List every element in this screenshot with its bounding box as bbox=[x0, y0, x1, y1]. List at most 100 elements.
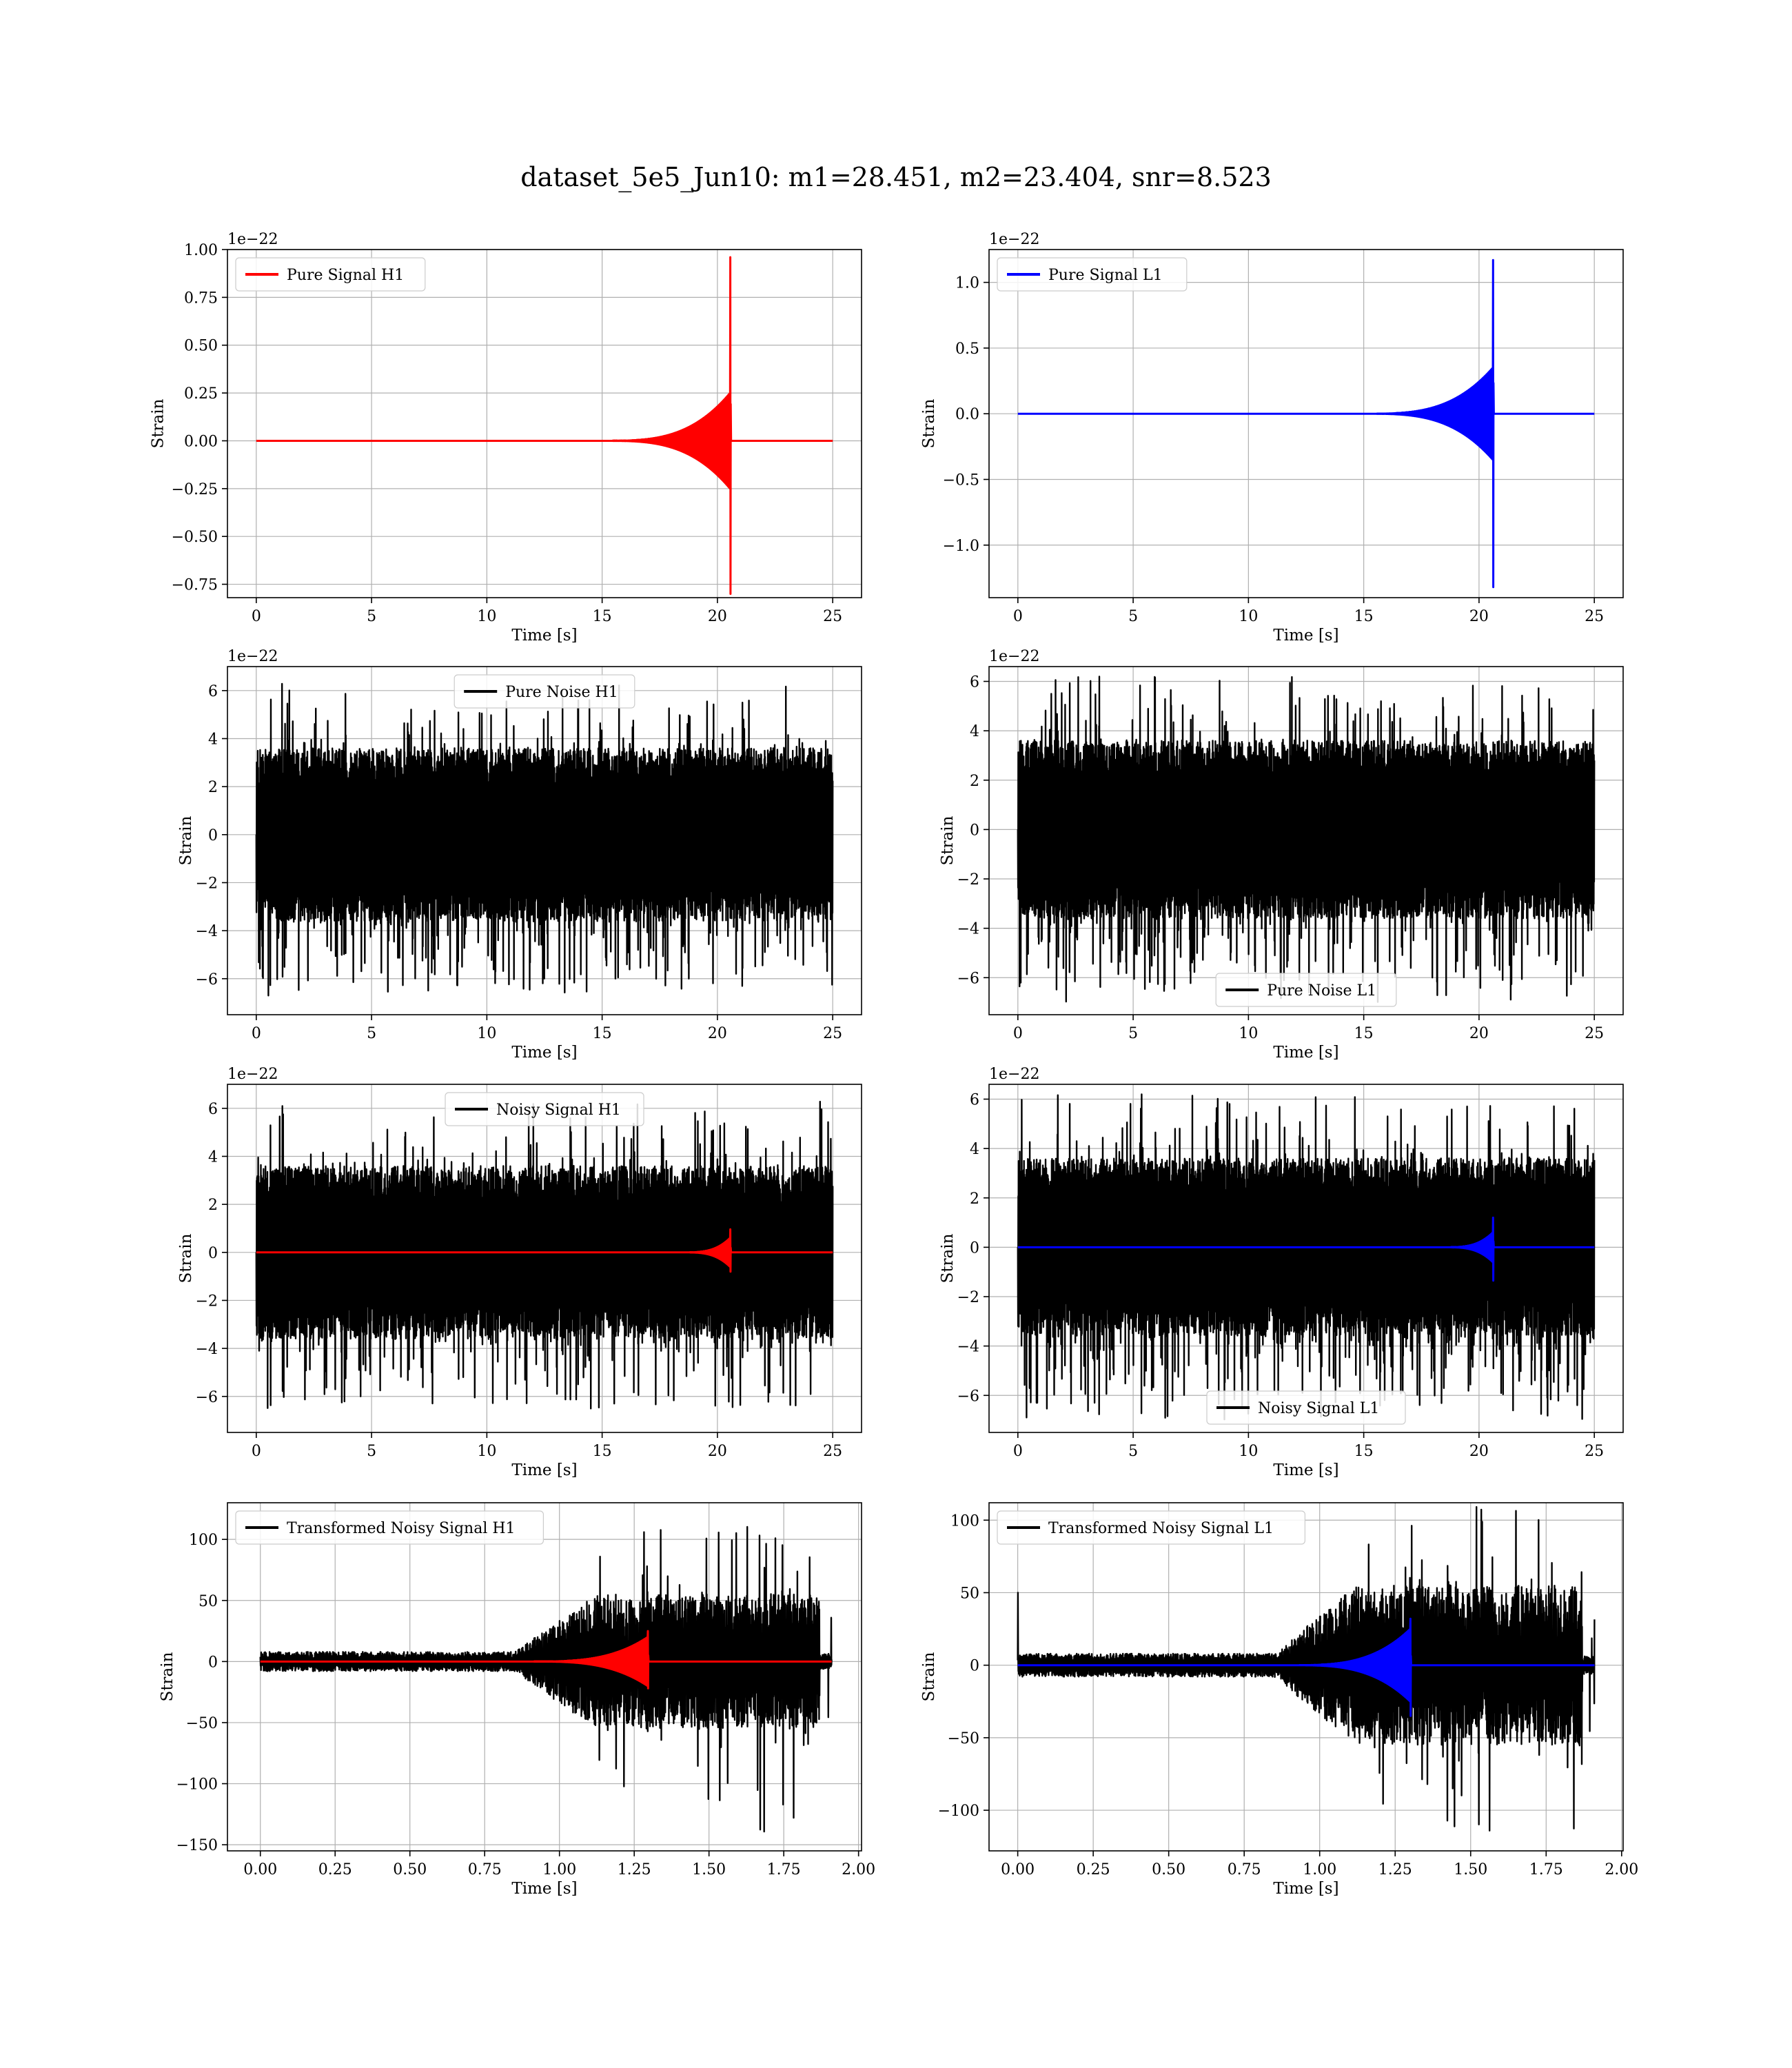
y-tick-label: 2 bbox=[208, 779, 218, 796]
y-tick-label: −100 bbox=[938, 1803, 979, 1820]
subplot-noisy-signal-l1: 0 5 10 15 20 25 −6 −4 −2 0 2 4 6 1e−22 Time [s] Strain N… bbox=[939, 1066, 1624, 1479]
y-tick-label: 6 bbox=[208, 683, 218, 700]
series-group bbox=[1017, 1093, 1596, 1421]
y-tick-label: −0.75 bbox=[172, 577, 218, 594]
legend-label: Transformed Noisy Signal H1 bbox=[287, 1520, 516, 1537]
legend-label: Pure Noise L1 bbox=[1267, 982, 1376, 1000]
y-tick-label: 2 bbox=[208, 1197, 218, 1214]
x-tick-label: 10 bbox=[1239, 1443, 1258, 1460]
offset-label: 1e−22 bbox=[227, 648, 278, 665]
series-line-chirp-overlay bbox=[260, 1630, 832, 1690]
offset-label: 1e−22 bbox=[989, 648, 1039, 665]
x-tick-label: 1.00 bbox=[542, 1861, 576, 1878]
axes-frame bbox=[988, 666, 1624, 1015]
y-tick-label: −4 bbox=[957, 1339, 979, 1356]
legend-label: Pure Noise H1 bbox=[505, 684, 618, 701]
subplot-transformed-noisy-signal-h1: 0.00 0.25 0.50 0.75 1.00 1.25 1.50 1.75 2.00 −150… bbox=[159, 1502, 875, 1898]
x-tick-label: 15 bbox=[593, 1025, 612, 1042]
x-tick-label: 20 bbox=[708, 1443, 727, 1460]
series-group bbox=[256, 256, 833, 595]
x-axis-label: Time [s] bbox=[511, 1044, 577, 1062]
x-tick-label: 5 bbox=[1128, 608, 1138, 625]
y-tick-label: −0.25 bbox=[172, 481, 218, 498]
y-tick-label: 0.00 bbox=[184, 433, 218, 450]
x-tick-label: 0 bbox=[1013, 1443, 1023, 1460]
x-tick-label: 0 bbox=[252, 608, 261, 625]
y-axis-label: Strain bbox=[939, 815, 957, 865]
y-axis-label: Strain bbox=[939, 1233, 957, 1283]
y-tick-label: 100 bbox=[189, 1532, 218, 1549]
x-tick-label: 20 bbox=[1469, 1025, 1489, 1042]
x-axis-label: Time [s] bbox=[1273, 1880, 1338, 1898]
y-tick-label: 1.00 bbox=[184, 242, 218, 259]
subplot-pure-signal-h1: 0 5 10 15 20 25 −0.75 −0.50 −0.25 0.00 0.25 0.50 0.7… bbox=[150, 231, 862, 645]
x-tick-label: 25 bbox=[1585, 1443, 1604, 1460]
y-tick-label: −2 bbox=[196, 875, 218, 892]
y-axis-label: Strain bbox=[177, 815, 195, 865]
x-tick-label: 20 bbox=[708, 608, 727, 625]
y-tick-label: 0.0 bbox=[955, 406, 979, 423]
series-group bbox=[1017, 1506, 1596, 1832]
y-tick-label: 0 bbox=[970, 1239, 979, 1257]
axes-frame bbox=[988, 1084, 1624, 1433]
legend-label: Transformed Noisy Signal L1 bbox=[1048, 1520, 1274, 1537]
y-tick-label: 50 bbox=[198, 1593, 218, 1610]
x-tick-label: 25 bbox=[823, 1443, 842, 1460]
x-tick-label: 20 bbox=[1469, 1443, 1489, 1460]
y-tick-label: −0.50 bbox=[172, 529, 218, 546]
axes-frame bbox=[227, 1084, 862, 1433]
y-tick-label: 0.5 bbox=[955, 341, 979, 358]
y-tick-label: 0 bbox=[208, 827, 218, 844]
x-tick-label: 0.25 bbox=[318, 1861, 352, 1878]
x-tick-label: 25 bbox=[1585, 1025, 1604, 1042]
y-tick-label: −2 bbox=[957, 871, 979, 889]
x-tick-label: 0.50 bbox=[393, 1861, 427, 1878]
y-tick-label: −6 bbox=[957, 1388, 979, 1405]
x-axis-label: Time [s] bbox=[1273, 627, 1338, 645]
y-tick-label: −50 bbox=[948, 1730, 979, 1747]
y-tick-label: 4 bbox=[970, 1141, 979, 1158]
y-tick-label: −0.5 bbox=[943, 472, 979, 489]
x-tick-label: 0 bbox=[1013, 1025, 1023, 1042]
legend-label: Noisy Signal H1 bbox=[496, 1102, 621, 1119]
subplot-pure-noise-l1: 0 5 10 15 20 25 −6 −4 −2 0 2 4 6 1e−22 Time [s] Strain P… bbox=[939, 648, 1624, 1062]
x-tick-label: 5 bbox=[1128, 1443, 1138, 1460]
x-tick-label: 10 bbox=[477, 1443, 496, 1460]
y-tick-label: 4 bbox=[970, 723, 979, 740]
x-axis-label: Time [s] bbox=[1273, 1044, 1338, 1062]
x-tick-label: 1.50 bbox=[692, 1861, 726, 1878]
axes-frame bbox=[988, 1502, 1624, 1852]
series-line-pure-signal-l1 bbox=[1017, 258, 1595, 589]
legend-label: Pure Signal L1 bbox=[1048, 267, 1163, 284]
series-group bbox=[259, 1525, 833, 1833]
x-tick-label: 1.25 bbox=[1378, 1861, 1412, 1878]
legend-box bbox=[1215, 973, 1397, 1007]
y-tick-label: 6 bbox=[970, 673, 979, 691]
series-line-pure-noise-h1 bbox=[255, 682, 834, 997]
y-tick-label: −2 bbox=[196, 1292, 218, 1310]
x-tick-label: 5 bbox=[367, 608, 376, 625]
figure-suptitle: dataset_5e5_Jun10: m1=28.451, m2=23.404,… bbox=[520, 162, 1272, 193]
x-tick-label: 1.50 bbox=[1454, 1861, 1487, 1878]
y-tick-label: 0 bbox=[208, 1654, 218, 1671]
x-tick-label: 0.75 bbox=[468, 1861, 502, 1878]
y-axis-label: Strain bbox=[177, 1233, 195, 1283]
y-tick-label: −4 bbox=[196, 923, 218, 940]
axes-frame bbox=[227, 249, 862, 598]
y-tick-label: −6 bbox=[957, 970, 979, 987]
x-axis-label: Time [s] bbox=[511, 1461, 577, 1479]
x-tick-label: 1.75 bbox=[1529, 1861, 1563, 1878]
y-tick-label: 0 bbox=[970, 1658, 979, 1675]
x-tick-label: 20 bbox=[1469, 608, 1489, 625]
y-tick-label: −6 bbox=[196, 971, 218, 989]
x-axis-label: Time [s] bbox=[511, 627, 577, 645]
legend-box bbox=[997, 1510, 1305, 1545]
x-tick-label: 1.25 bbox=[618, 1861, 651, 1878]
series-group bbox=[255, 682, 834, 997]
panels: 0 5 10 15 20 25−0.75−0.50−0.250.000.250.500.7… bbox=[150, 231, 1639, 1898]
legend-box bbox=[235, 257, 426, 292]
series-line-pure-signal-h1 bbox=[256, 256, 833, 595]
y-tick-label: 4 bbox=[208, 731, 218, 748]
x-tick-label: 0.00 bbox=[1001, 1861, 1035, 1878]
legend-box bbox=[445, 1092, 644, 1126]
